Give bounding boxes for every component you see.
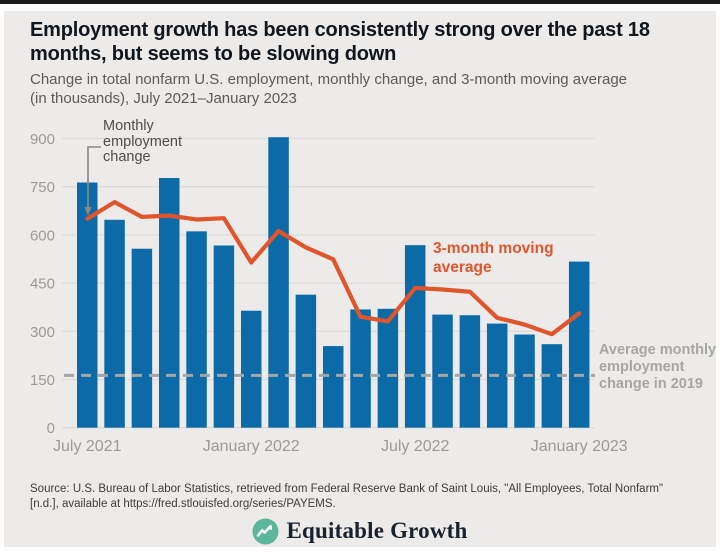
moving-average-label: 3-month moving average bbox=[433, 240, 554, 276]
bar bbox=[158, 178, 180, 428]
logo-wordmark: Equitable Growth bbox=[286, 518, 468, 543]
bar bbox=[459, 315, 481, 428]
x-axis-tick-label: January 2022 bbox=[203, 438, 300, 455]
bar bbox=[268, 137, 289, 428]
chart-card: Employment growth has been consistently … bbox=[4, 11, 716, 547]
bar bbox=[322, 346, 344, 428]
bar bbox=[77, 182, 98, 428]
y-axis-tick-label: 150 bbox=[30, 372, 55, 389]
y-axis-tick-label: 450 bbox=[30, 276, 55, 293]
x-axis-tick-label: July 2022 bbox=[381, 438, 450, 455]
bar bbox=[213, 245, 235, 428]
moving-average-line bbox=[85, 200, 582, 337]
bar bbox=[432, 314, 453, 428]
equitable-growth-logo: Equitable Growth bbox=[4, 515, 716, 547]
bar bbox=[131, 248, 153, 428]
annotation-connector-arrowhead bbox=[84, 207, 92, 216]
y-axis-tick-label: 900 bbox=[30, 131, 55, 148]
bar bbox=[104, 219, 125, 428]
y-axis-tick-label: 600 bbox=[30, 227, 55, 244]
bar bbox=[186, 231, 207, 428]
bar-series-label: Monthly employment change bbox=[103, 118, 182, 165]
bar bbox=[377, 308, 399, 428]
bar bbox=[240, 310, 262, 428]
bar bbox=[404, 245, 426, 428]
source-note: Source: U.S. Bureau of Labor Statistics,… bbox=[30, 483, 664, 510]
chart-title: Employment growth has been consistently … bbox=[30, 19, 650, 65]
x-axis-tick-label: January 2023 bbox=[531, 438, 628, 455]
y-axis-tick-label: 0 bbox=[47, 420, 55, 437]
bar bbox=[514, 334, 535, 428]
annotation-connector bbox=[87, 146, 101, 208]
growth-line-logo-icon bbox=[252, 518, 279, 544]
bar bbox=[568, 261, 590, 428]
bar bbox=[541, 344, 563, 428]
employment-bar-chart: 0 150 300 450 600 750 900 July 2021 January 2022… bbox=[30, 131, 628, 455]
y-axis-tick-label: 750 bbox=[30, 179, 55, 196]
top-border-strip bbox=[0, 0, 720, 4]
bar bbox=[350, 309, 371, 428]
chart-subtitle: Change in total nonfarm U.S. employment,… bbox=[30, 71, 627, 107]
reference-line-label: Average monthly employment change in 201… bbox=[599, 342, 717, 392]
bar bbox=[295, 294, 317, 428]
x-axis-tick-label: July 2021 bbox=[53, 438, 122, 455]
y-axis-tick-label: 300 bbox=[30, 324, 55, 341]
